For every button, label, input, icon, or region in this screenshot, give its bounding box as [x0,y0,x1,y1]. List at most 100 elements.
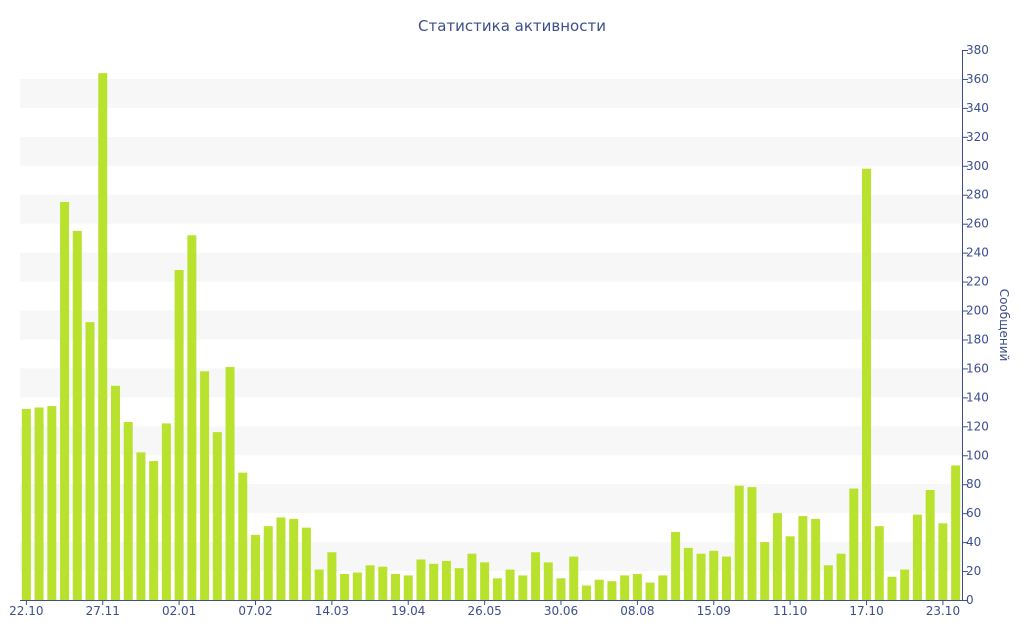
y-tick-label: 360 [966,72,989,86]
bar [492,578,502,600]
y-tick-label: 300 [966,159,989,173]
bar [734,485,744,600]
bar [798,516,808,600]
bar [925,490,935,600]
grid-band [20,426,962,456]
bar [21,408,31,600]
x-tick-label: 19.04 [391,604,425,618]
bar [212,432,222,600]
grid-band [20,310,962,340]
x-tick-label: 11.10 [773,604,807,618]
x-tick-label: 17.10 [849,604,883,618]
x-tick-label: 15.09 [697,604,731,618]
grid-band [20,252,962,282]
bar [136,452,146,600]
y-tick-label: 340 [966,101,989,115]
bar [581,585,591,600]
y-tick-label: 140 [966,390,989,404]
y-tick-label: 40 [966,535,981,549]
bar [645,582,655,600]
y-tick-label: 380 [966,43,989,57]
bar [696,553,706,600]
bar [403,575,413,600]
bar [85,322,95,600]
bar [836,553,846,600]
x-tick-label: 26.05 [467,604,501,618]
x-tick-label: 08.08 [620,604,654,618]
bar [47,406,57,600]
bar [505,569,515,600]
bar [951,465,961,600]
bar [556,578,566,600]
y-tick-label: 0 [966,593,974,607]
bar [594,579,604,600]
grid-band [20,542,962,572]
y-tick-label: 80 [966,477,981,491]
bar [72,230,82,600]
bar [123,421,133,600]
bar [276,517,286,600]
bar [823,565,833,600]
bar [912,514,922,600]
y-tick-label: 280 [966,188,989,202]
grid-bands [20,78,962,572]
bar [518,575,528,600]
bar [149,461,159,600]
bar [811,518,821,600]
grid-band [20,368,962,398]
bar [874,526,884,600]
bar [60,201,70,600]
chart-title: Статистика активности [418,17,606,35]
bar [225,366,235,600]
bar [632,573,642,600]
x-tick-label: 23.10 [926,604,960,618]
bar [416,559,426,600]
bar [200,371,210,600]
y-axis-title: Сообщений [997,289,1011,362]
bar [187,235,197,600]
bar [671,531,681,600]
bar [938,523,948,600]
x-tick-label: 22.10 [9,604,43,618]
bar [760,542,770,600]
grid-band [20,484,962,514]
bar [110,385,120,600]
grid-band [20,78,962,108]
y-tick-label: 160 [966,361,989,375]
bar [301,527,311,600]
bar [467,553,477,600]
grid-band [20,136,962,166]
bar [378,566,388,600]
bar [900,569,910,600]
bar [849,488,859,600]
y-tick-label: 120 [966,419,989,433]
bar [174,270,184,600]
bar [251,534,260,600]
bar [531,552,541,600]
bar [429,563,439,600]
bar [620,575,630,600]
y-tick-label: 240 [966,246,989,260]
x-tick-label: 30.06 [544,604,578,618]
y-tick-label: 100 [966,448,989,462]
bar [263,526,273,600]
bar [785,536,795,600]
bar [543,562,553,600]
y-tick-label: 20 [966,564,981,578]
bar [658,575,668,600]
bar [352,572,362,600]
y-tick-label: 320 [966,130,989,144]
bar [365,565,375,600]
bar [887,576,897,600]
bar [454,568,464,600]
y-tick-label: 260 [966,217,989,231]
x-tick-label: 27.11 [86,604,120,618]
bar [607,581,617,600]
x-axis-ticks: 22.10 27.11 02.01 07.02 14.03 19.04 26.05 30.06… [9,600,960,618]
bar [289,518,299,600]
bar [722,556,731,600]
y-axis-ticks: 0 20 40 60 80 100 120 140 160 180 200 220 240 260 280 3… [962,43,989,607]
bar [340,573,350,600]
bar [34,407,44,600]
x-tick-label: 14.03 [315,604,349,618]
